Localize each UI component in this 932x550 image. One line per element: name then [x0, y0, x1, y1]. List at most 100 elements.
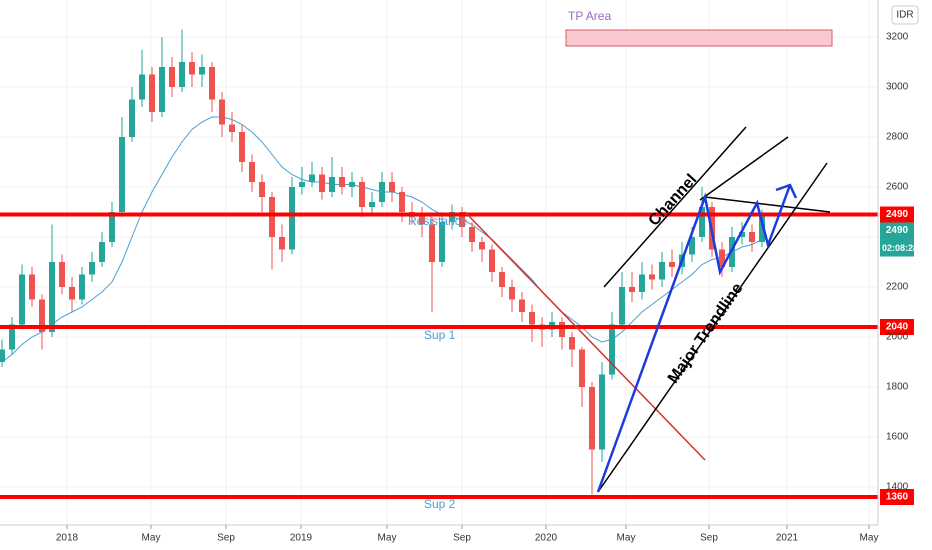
x-tick-label: 2020	[535, 533, 558, 544]
candle-body	[479, 242, 485, 250]
level-tag-label: 1360	[886, 492, 909, 503]
candle-body	[139, 74, 145, 100]
candle-body	[209, 67, 215, 100]
candle-body	[739, 232, 745, 237]
candle-body	[319, 174, 325, 192]
candle-body	[309, 174, 315, 182]
candle-body	[89, 262, 95, 275]
sup2-label: Sup 2	[424, 497, 456, 511]
candle-body	[419, 214, 425, 225]
candle-body	[9, 324, 15, 350]
candle-body	[519, 299, 525, 312]
candle-body	[609, 324, 615, 375]
candle-body	[289, 187, 295, 250]
candle-body	[619, 287, 625, 325]
triangle-line	[704, 196, 831, 213]
candle-body	[369, 202, 375, 207]
y-tick-label: 2800	[886, 132, 909, 143]
candle-body	[589, 387, 595, 450]
candle-body	[159, 67, 165, 112]
channel-line	[603, 126, 747, 288]
candle-body	[119, 137, 125, 212]
currency-box	[891, 5, 919, 25]
tp-area-label: TP Area	[568, 9, 611, 23]
candle-body	[599, 374, 605, 450]
last-price-label: 2490	[886, 225, 909, 236]
candle-body	[179, 62, 185, 87]
candle-body	[189, 62, 195, 75]
candle-body	[629, 287, 635, 292]
candle-body	[19, 274, 25, 325]
candle-body	[509, 287, 515, 300]
level-tag	[880, 489, 914, 505]
level-tag-label: 2490	[886, 209, 909, 220]
x-tick-label: May	[860, 533, 879, 544]
x-tick-label: 2019	[290, 533, 313, 544]
candle-body	[349, 182, 355, 187]
candle-body	[439, 222, 445, 262]
candle-body	[459, 212, 465, 227]
downtrend-line	[464, 211, 706, 461]
candle-body	[329, 177, 335, 192]
level-tag	[880, 206, 914, 223]
candle-body	[79, 274, 85, 300]
x-tick-label: Sep	[453, 533, 471, 544]
candle-body	[659, 262, 665, 280]
grid	[0, 0, 878, 525]
candle-body	[259, 182, 265, 197]
candle-body	[0, 349, 6, 362]
y-tick-label: 2000	[886, 332, 909, 343]
candle-body	[559, 322, 565, 337]
countdown-label: 02:08:28	[882, 243, 918, 253]
sup1-label: Sup 1	[424, 328, 456, 342]
candle-body	[689, 237, 695, 255]
x-tick-label: May	[617, 533, 636, 544]
candle-body	[129, 99, 135, 137]
candle-body	[449, 212, 455, 222]
y-tick-label: 1800	[886, 382, 909, 393]
candle-body	[499, 272, 505, 287]
tp-area-box	[565, 29, 833, 47]
candle-body	[229, 124, 235, 132]
candle-body	[99, 242, 105, 262]
x-tick-label: Sep	[217, 533, 235, 544]
candle-body	[489, 249, 495, 272]
resistance-label: Resistance	[408, 214, 468, 228]
candle-body	[569, 337, 575, 350]
candle-body	[219, 99, 225, 125]
candle-body	[399, 192, 405, 212]
candle-body	[669, 262, 675, 267]
candle-body	[429, 224, 435, 262]
projection-arrowhead	[775, 183, 798, 199]
candle-body	[109, 212, 115, 242]
levels: 2490 2040 1360	[0, 206, 914, 505]
candle-body	[149, 74, 155, 112]
x-tick-label: Sep	[700, 533, 718, 544]
candle-body	[699, 207, 705, 237]
candle-body	[379, 182, 385, 202]
candle-body	[639, 274, 645, 292]
y-tick-label: 1400	[886, 482, 909, 493]
axis-labels: 1400160018002000220024002600280030003200…	[56, 32, 918, 544]
candle-body	[279, 237, 285, 250]
candle-body	[249, 162, 255, 182]
x-tick-label: 2021	[776, 533, 799, 544]
y-tick-label: 3000	[886, 82, 909, 93]
candle-body	[39, 299, 45, 332]
candle-body	[749, 232, 755, 242]
candle-body	[529, 312, 535, 325]
candle-body	[269, 197, 275, 237]
y-tick-label: 2600	[886, 182, 909, 193]
candle-body	[469, 227, 475, 242]
y-tick-label: 1600	[886, 432, 909, 443]
candle-body	[29, 274, 35, 300]
candle-body	[359, 182, 365, 207]
candle-body	[239, 132, 245, 162]
candle-body	[339, 177, 345, 187]
channel-line	[699, 136, 789, 201]
candle-body	[69, 287, 75, 300]
candle-body	[579, 349, 585, 387]
